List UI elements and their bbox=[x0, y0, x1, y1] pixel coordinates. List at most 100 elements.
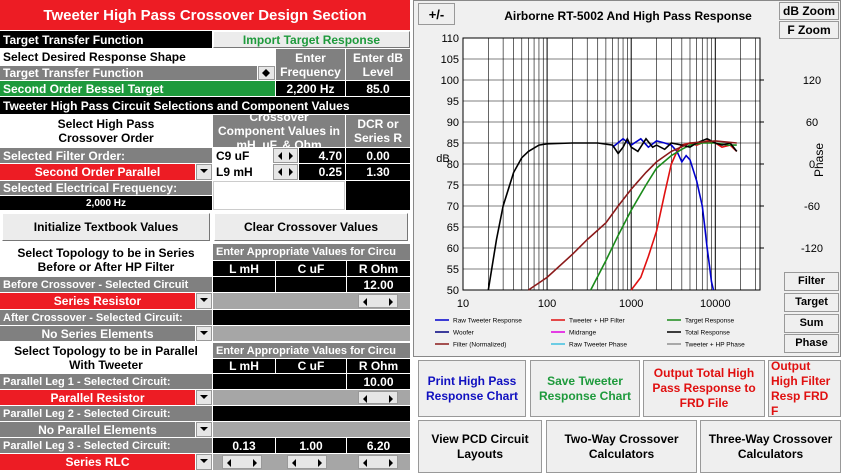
dropdown-value[interactable]: No Parallel Elements bbox=[0, 422, 195, 437]
spinner[interactable] bbox=[358, 294, 398, 308]
phase-button[interactable]: Phase bbox=[784, 334, 839, 353]
y-tick-label: 50 bbox=[447, 285, 459, 297]
y2-tick-label: 120 bbox=[803, 75, 821, 87]
column-header: Select High Pass Crossover Order bbox=[0, 115, 212, 147]
y-tick-label: 85 bbox=[447, 138, 459, 150]
column-header: Enter Appropriate Values for Circu bbox=[213, 343, 410, 358]
dropdown-arrow[interactable] bbox=[196, 164, 212, 180]
column-header: L mH bbox=[213, 359, 275, 373]
legend-label: Tweeter + HP Phase bbox=[685, 342, 745, 349]
input-cell[interactable] bbox=[213, 374, 346, 389]
dropdown-value[interactable]: Series RLC bbox=[0, 454, 195, 470]
input-cell[interactable] bbox=[213, 277, 275, 292]
y2-tick-label: -60 bbox=[804, 201, 820, 213]
dropdown-value[interactable]: No Series Elements bbox=[0, 326, 195, 341]
spinner[interactable] bbox=[273, 164, 298, 180]
input-cell[interactable]: 6.20 bbox=[347, 438, 410, 453]
legend-label: Target Response bbox=[685, 318, 735, 325]
section-title: Tweeter High Pass Crossover Design Secti… bbox=[0, 0, 410, 30]
label: Selected Electrical Frequency: bbox=[0, 181, 212, 195]
input-cell[interactable]: 0.00 bbox=[346, 148, 410, 163]
dropdown-value[interactable]: Second Order Bessel Target bbox=[0, 81, 275, 96]
column-header: Enter Frequency bbox=[276, 49, 345, 80]
filter-button[interactable]: Filter bbox=[784, 272, 839, 291]
label: Parallel Leg 2 - Selected Circuit: bbox=[0, 406, 212, 421]
dropdown-value[interactable]: Series Resistor bbox=[0, 293, 195, 309]
y2-tick-label: 60 bbox=[806, 117, 818, 129]
chart-title: Airborne RT-5002 And High Pass Response bbox=[504, 9, 752, 23]
legend-label: Filter (Normalized) bbox=[453, 342, 506, 349]
spinner[interactable] bbox=[273, 148, 298, 163]
legend-label: Tweeter + HP Filter bbox=[569, 318, 626, 325]
empty-cell bbox=[213, 310, 410, 325]
y-tick-label: 65 bbox=[447, 222, 459, 234]
initialize-button[interactable]: Initialize Textbook Values bbox=[2, 213, 210, 241]
dropdown-value[interactable]: Parallel Resistor bbox=[0, 390, 195, 405]
label: Select Desired Response Shape bbox=[0, 49, 275, 65]
two-way-button[interactable]: Two-Way Crossover Calculators bbox=[546, 420, 697, 473]
save-button[interactable]: Save Tweeter Response Chart bbox=[530, 360, 640, 417]
three-way-button[interactable]: Three-Way Crossover Calculators bbox=[700, 420, 841, 473]
input-cell[interactable] bbox=[276, 277, 346, 292]
legend-label: Woofer bbox=[453, 330, 475, 337]
input-cell[interactable]: 10.00 bbox=[347, 374, 410, 389]
input-cell[interactable]: 4.70 bbox=[299, 148, 345, 163]
input-cell[interactable]: 2,200 Hz bbox=[276, 81, 345, 96]
y2-tick-label: -120 bbox=[801, 243, 823, 255]
legend-label: Raw Tweeter Phase bbox=[569, 342, 627, 349]
component-name: C9 uF bbox=[213, 148, 273, 163]
spinner[interactable] bbox=[358, 455, 398, 469]
column-header: R Ohm bbox=[347, 359, 410, 373]
legend-label: Total Response bbox=[685, 330, 730, 337]
dropdown-arrow[interactable] bbox=[196, 326, 212, 341]
clear-button[interactable]: Clear Crossover Values bbox=[214, 213, 408, 241]
dropdown-value[interactable]: Second Order Parallel bbox=[0, 164, 195, 180]
column-header: Crossover Component Values in mH, uF, & … bbox=[213, 115, 345, 147]
empty-cell bbox=[213, 181, 345, 210]
input-cell[interactable]: 1.00 bbox=[276, 438, 346, 453]
y-tick-label: 80 bbox=[447, 159, 459, 171]
empty-cell bbox=[213, 406, 410, 421]
input-cell[interactable]: 1.30 bbox=[346, 164, 410, 180]
empty-cell bbox=[213, 422, 410, 437]
input-cell[interactable]: 85.0 bbox=[346, 81, 410, 96]
dropdown-arrow[interactable] bbox=[196, 293, 212, 309]
y-tick-label: 70 bbox=[447, 201, 459, 213]
spinner[interactable] bbox=[287, 455, 327, 469]
sign-button[interactable]: +/- bbox=[418, 3, 455, 25]
y-tick-label: 95 bbox=[447, 96, 459, 108]
output-filter-button[interactable]: Output High Filter Resp FRD F bbox=[768, 360, 841, 417]
input-cell[interactable]: 0.13 bbox=[213, 438, 275, 453]
x-tick-label: 1000 bbox=[619, 298, 643, 310]
import-button[interactable]: Import Target Response bbox=[213, 31, 410, 48]
section-label: Tweeter High Pass Circuit Selections and… bbox=[0, 97, 410, 114]
y2-tick-label: 0 bbox=[809, 159, 815, 171]
spinner[interactable] bbox=[358, 391, 398, 404]
component-name: L9 mH bbox=[213, 164, 273, 180]
column-header: Enter dB Level bbox=[346, 49, 410, 80]
db-zoom-button[interactable]: dB Zoom bbox=[779, 2, 839, 20]
dropdown-arrow[interactable] bbox=[196, 422, 212, 437]
chart: Airborne RT-5002 And High Pass Response d… bbox=[435, 9, 826, 349]
y2-axis-label: Phase bbox=[812, 143, 826, 177]
label: Target Transfer Function bbox=[0, 66, 257, 80]
spinner[interactable] bbox=[258, 66, 275, 80]
column-header: Select Topology to be in Parallel With T… bbox=[0, 343, 212, 373]
column-header: L mH bbox=[213, 261, 275, 276]
y-tick-label: 60 bbox=[447, 243, 459, 255]
dropdown-arrow[interactable] bbox=[196, 454, 212, 470]
column-header: C uF bbox=[276, 261, 346, 276]
sum-button[interactable]: Sum bbox=[784, 314, 839, 333]
f-zoom-button[interactable]: F Zoom bbox=[779, 21, 839, 39]
output-total-button[interactable]: Output Total High Pass Response to FRD F… bbox=[643, 360, 765, 417]
empty-cell bbox=[346, 181, 410, 210]
input-cell[interactable]: 12.00 bbox=[347, 277, 410, 292]
print-button[interactable]: Print High Pass Response Chart bbox=[418, 360, 526, 417]
view-pcd-button[interactable]: View PCD Circuit Layouts bbox=[418, 420, 542, 473]
input-cell[interactable]: 0.25 bbox=[299, 164, 345, 180]
legend-label: Raw Tweeter Response bbox=[453, 318, 522, 325]
target-button[interactable]: Target bbox=[784, 293, 839, 312]
spinner[interactable] bbox=[222, 455, 262, 469]
dropdown-arrow[interactable] bbox=[196, 390, 212, 405]
